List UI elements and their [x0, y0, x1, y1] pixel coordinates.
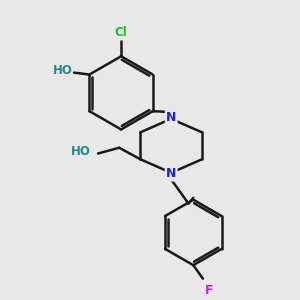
Text: N: N [166, 167, 176, 180]
Text: HO: HO [70, 145, 90, 158]
Text: N: N [166, 167, 176, 180]
Text: HO: HO [52, 64, 72, 77]
Text: Cl: Cl [115, 26, 128, 39]
Text: F: F [205, 284, 213, 298]
Text: N: N [166, 111, 176, 124]
Text: N: N [166, 111, 176, 124]
